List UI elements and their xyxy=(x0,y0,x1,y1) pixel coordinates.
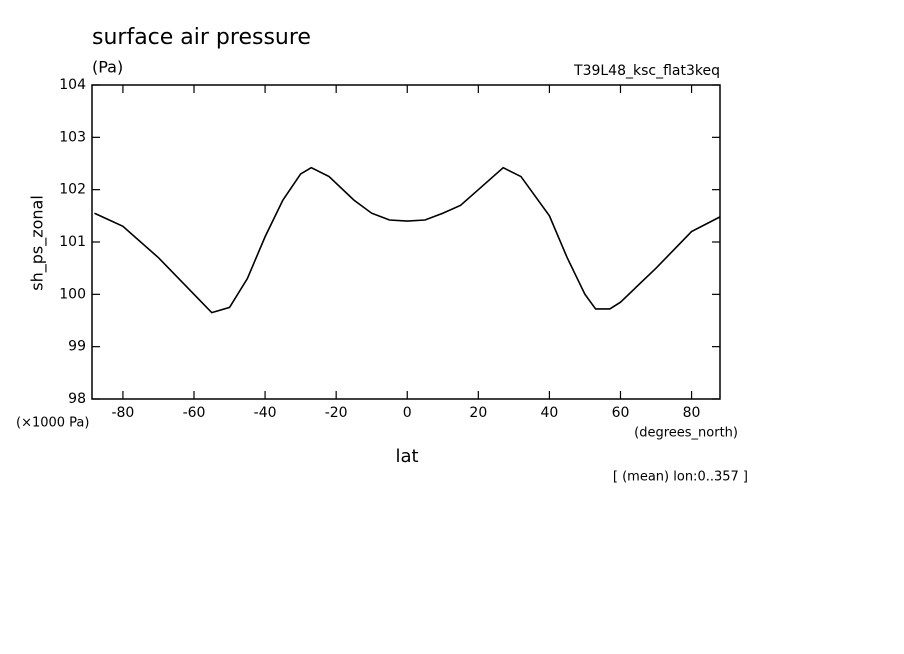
y-tick-label: 99 xyxy=(68,339,86,355)
y-tick-label: 100 xyxy=(59,286,86,302)
y-tick-label: 102 xyxy=(59,182,86,198)
x-axis-label: lat xyxy=(395,446,418,467)
data-line xyxy=(94,166,721,314)
x-tick-label: 40 xyxy=(540,405,558,421)
x-tick-label: 0 xyxy=(403,405,412,421)
x-tick-label: -20 xyxy=(325,405,348,421)
y-tick-label: 103 xyxy=(59,129,86,145)
chart-title: surface air pressure xyxy=(92,25,311,50)
annotation: T39L48_ksc_flat3keq xyxy=(573,63,720,79)
chart-subtitle: (Pa) xyxy=(92,58,123,77)
x-tick-label: -40 xyxy=(254,405,277,421)
footnote: [ (mean) lon:0..357 ] xyxy=(613,470,748,485)
y-axis-label: sh_ps_zonal xyxy=(28,195,48,291)
y-tick-label: 101 xyxy=(59,234,86,250)
x-tick-label: 80 xyxy=(683,405,701,421)
plot-frame xyxy=(91,84,721,400)
y-unit: (×1000 Pa) xyxy=(16,416,89,431)
x-tick-label: 60 xyxy=(612,405,630,421)
x-unit: (degrees_north) xyxy=(634,426,738,441)
x-tick-label: 20 xyxy=(469,405,487,421)
y-tick-label: 98 xyxy=(68,391,86,407)
y-tick-label: 104 xyxy=(59,77,86,93)
x-tick-label: -80 xyxy=(111,405,134,421)
x-tick-label: -60 xyxy=(183,405,206,421)
